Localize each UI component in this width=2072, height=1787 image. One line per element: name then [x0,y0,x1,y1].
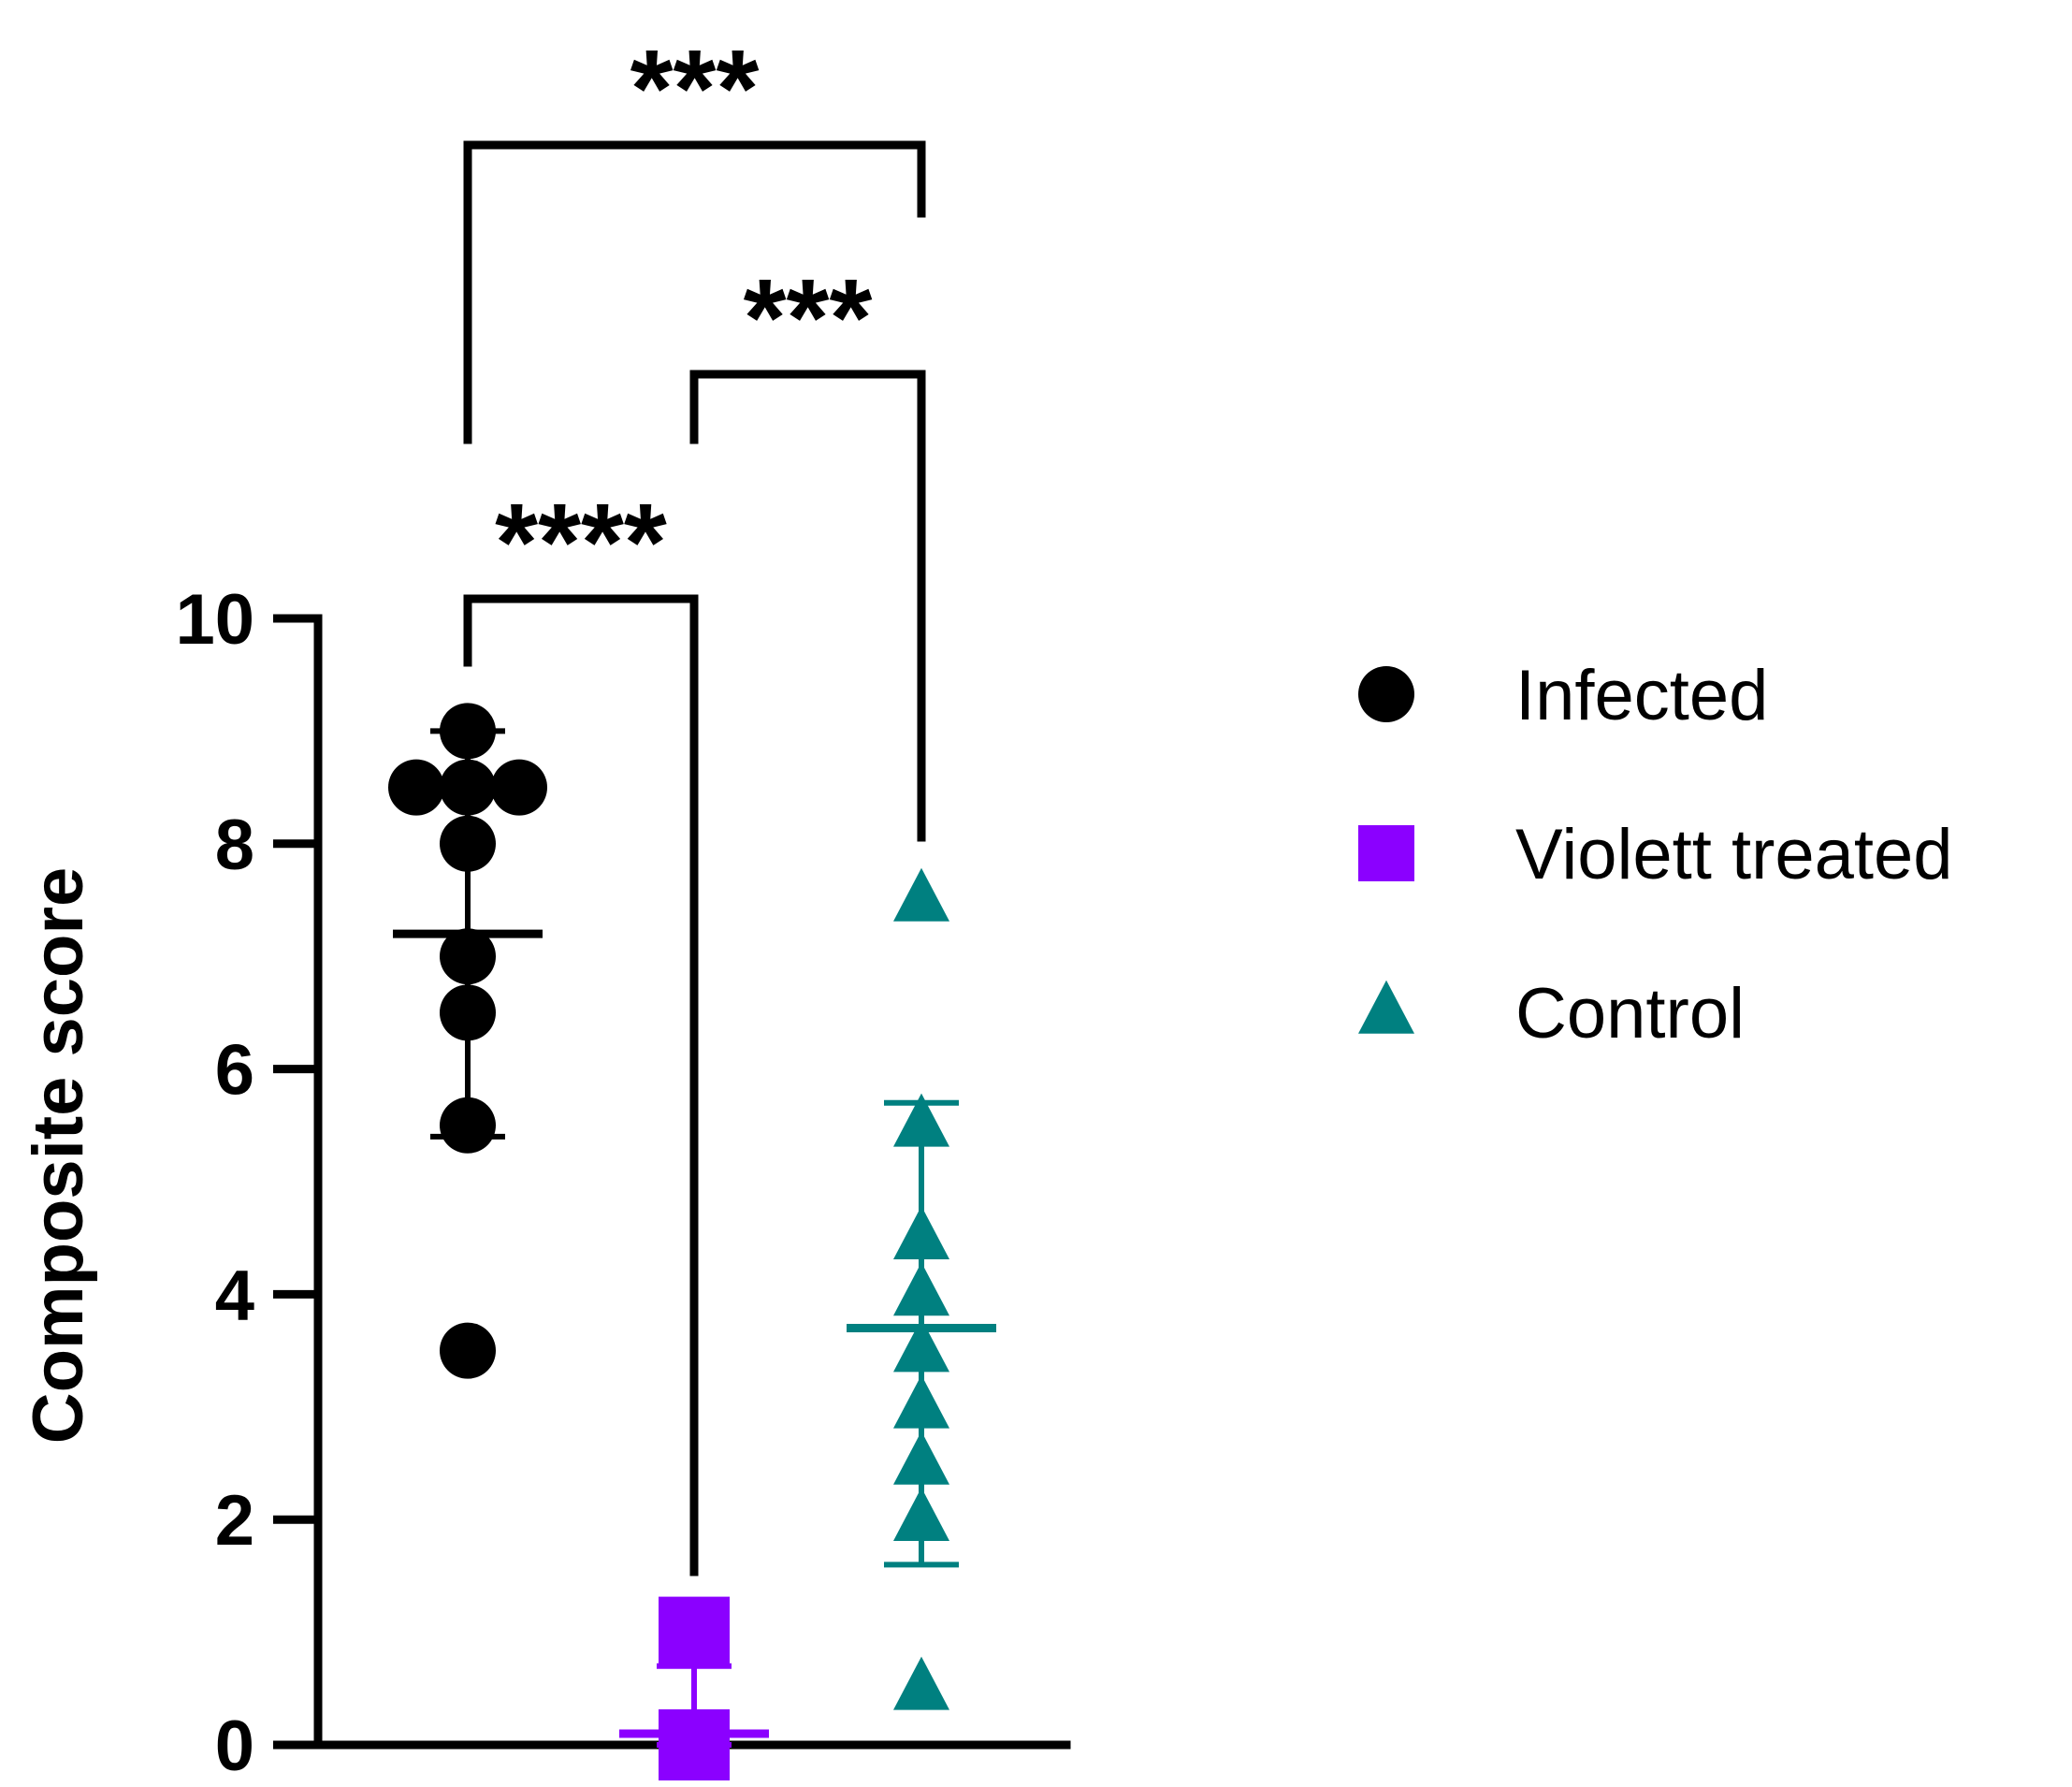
legend-label: Infected [1515,656,1768,735]
data-point [893,1206,949,1259]
data-point [440,703,496,760]
data-point [440,1097,496,1154]
data-point [893,867,949,922]
data-point [893,1093,949,1147]
data-point [893,1318,949,1373]
axes: 0 2 4 6 8 10 Composite score [19,580,1071,1786]
data-point [440,815,496,872]
significance-bracket [689,370,926,842]
significance-label: *** [744,256,873,380]
legend-label: Violett treated [1515,815,1953,894]
data-point [659,1709,730,1780]
data-point [491,759,547,816]
data-point [893,1488,949,1541]
data-points [388,703,949,1780]
y-ticks: 0 2 4 6 8 10 [175,580,318,1786]
legend-marker [1358,825,1414,881]
significance-brackets: ********** [463,27,926,1576]
legend: Infected Violett treated Control [1358,656,1953,1053]
data-point [893,1656,949,1710]
data-point [440,984,496,1041]
y-tick-label: 2 [215,1481,254,1561]
legend-marker [1358,980,1414,1034]
y-tick-label: 10 [175,580,254,660]
y-tick-label: 0 [215,1707,254,1786]
y-tick-label: 6 [215,1031,254,1111]
data-point [893,1374,949,1429]
data-point [893,1262,949,1316]
legend-marker [1358,666,1414,722]
y-axis-label: Composite score [19,867,98,1445]
y-tick-label: 8 [215,806,254,885]
significance-label: *** [630,27,760,151]
significance-bracket [463,140,926,444]
significance-label: **** [495,481,667,604]
data-point [388,759,444,816]
data-point [440,759,496,816]
legend-label: Control [1515,974,1745,1053]
data-point [893,1431,949,1485]
y-tick-label: 4 [215,1256,254,1335]
data-point [440,1322,496,1379]
data-point [659,1596,730,1668]
significance-bracket [463,594,699,1576]
data-point [440,928,496,985]
